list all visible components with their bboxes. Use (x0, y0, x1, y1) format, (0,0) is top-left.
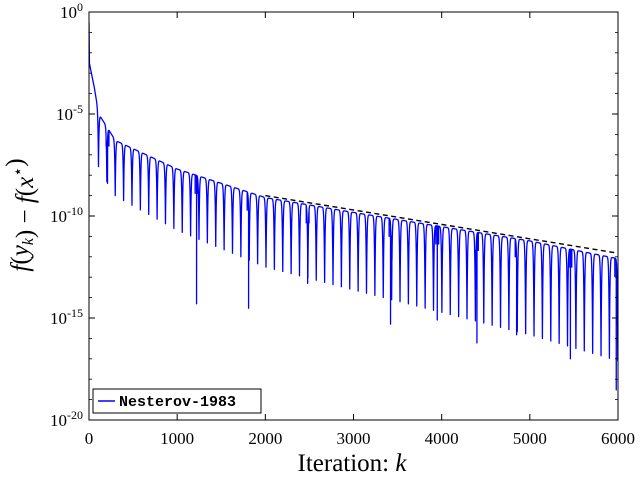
x-tick-label: 5000 (513, 429, 547, 448)
y-tick-label: 10-15 (50, 306, 83, 328)
series-line-nesterov (89, 22, 618, 391)
x-tick-label: 0 (85, 429, 94, 448)
y-tick-label: 10-20 (50, 408, 83, 430)
x-tick-label: 4000 (425, 429, 459, 448)
y-tick-label: 10-10 (50, 204, 83, 226)
y-tick-label: 10-5 (56, 102, 83, 124)
legend: Nesterov-1983 (92, 388, 262, 414)
x-tick-label: 3000 (337, 429, 371, 448)
y-tick-label: 100 (60, 0, 83, 22)
x-axis-title: Iteration: k (298, 450, 408, 477)
y-axis-title: f(yk) − f(x⋆) (2, 158, 39, 271)
x-tick-label: 1000 (160, 429, 194, 448)
axes: 0 1000 2000 3000 4000 5000 6000 100 10-5 10-10 10-… (50, 0, 635, 448)
legend-box (92, 388, 262, 414)
plot-clip-group (89, 22, 618, 391)
legend-label: Nesterov-1983 (119, 394, 236, 411)
x-tick-label: 6000 (601, 429, 635, 448)
axis-titles: Iteration: k f(yk) − f(x⋆) (2, 158, 407, 477)
reference-dashed-line (265, 194, 618, 254)
plot-area (89, 22, 618, 391)
x-tick-label: 2000 (248, 429, 282, 448)
